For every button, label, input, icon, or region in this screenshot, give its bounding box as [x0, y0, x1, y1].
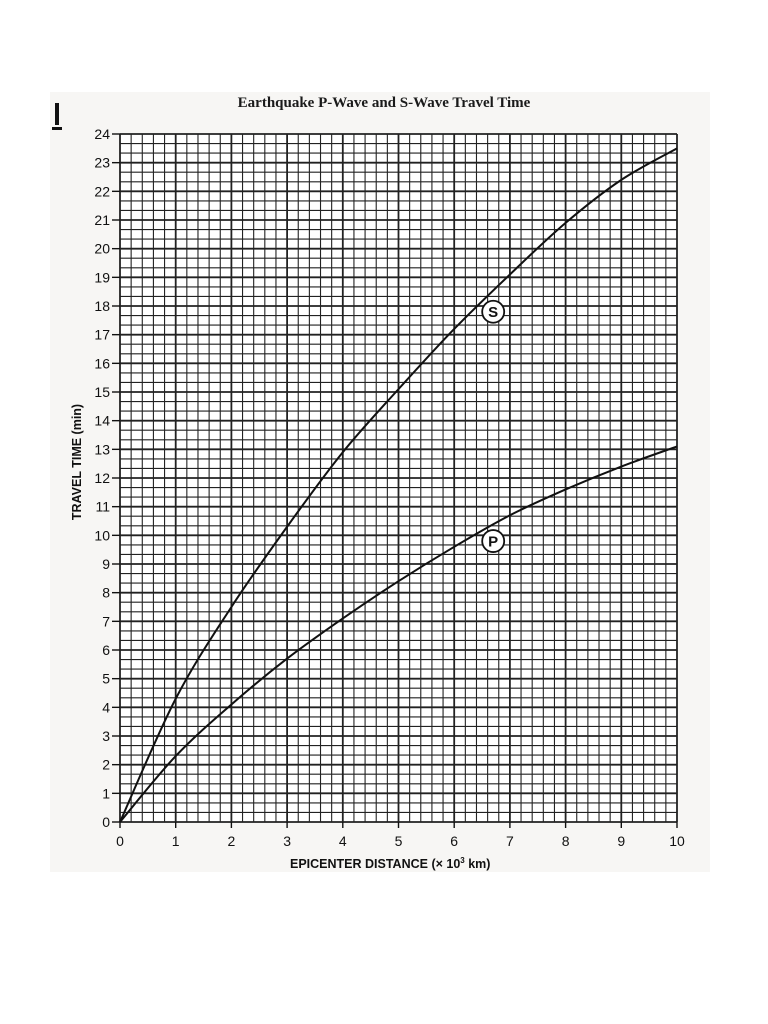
y-tick-label: 7: [102, 613, 110, 629]
curve-s-wave: [119, 147, 678, 823]
x-axis-label: EPICENTER DISTANCE (× 103 km): [290, 856, 490, 871]
y-tick-label: 5: [102, 671, 110, 687]
curve-label-s: S: [488, 304, 498, 321]
curve-label-p: P: [488, 534, 498, 551]
x-tick-label: 0: [116, 833, 124, 849]
x-tick-label: 2: [228, 833, 236, 849]
y-tick-label: 13: [94, 441, 110, 457]
x-tick-label: 9: [617, 833, 625, 849]
y-tick-label: 2: [102, 757, 110, 773]
y-tick-label: 4: [102, 699, 110, 715]
curve-p-wave: [119, 445, 678, 823]
label-circle-s: [481, 299, 506, 324]
x-axis-label-exponent: 3: [460, 856, 465, 865]
x-tick-label: 3: [283, 833, 291, 849]
y-tick-label: 19: [94, 269, 110, 285]
y-tick-label: 15: [94, 384, 110, 400]
x-tick-label: 4: [339, 833, 347, 849]
y-tick-label: 18: [94, 298, 110, 314]
y-tick-label: 17: [94, 327, 110, 343]
y-tick-label: 0: [102, 814, 110, 830]
chart-title: Earthquake P-Wave and S-Wave Travel Time: [237, 95, 531, 111]
y-tick-label: 8: [102, 585, 110, 601]
x-tick-label: 10: [669, 833, 685, 849]
y-tick-label: 21: [94, 212, 110, 228]
y-tick-label: 3: [102, 728, 110, 744]
y-tick-label: 1: [102, 785, 110, 801]
x-tick-label: 1: [172, 833, 180, 849]
margin-mark: [52, 103, 62, 130]
y-tick-label: 11: [95, 499, 110, 515]
y-tick-label: 16: [94, 355, 110, 371]
x-tick-label: 5: [395, 833, 403, 849]
y-tick-label: 12: [94, 470, 110, 486]
y-tick-label: 10: [94, 527, 110, 543]
x-tick-label: 8: [562, 833, 570, 849]
y-tick-label: 6: [102, 642, 110, 658]
y-tick-label: 22: [94, 183, 110, 199]
y-tick-label: 14: [94, 413, 110, 429]
y-tick-label: 23: [94, 155, 110, 171]
x-axis-label-main: EPICENTER DISTANCE (× 10: [290, 857, 461, 872]
x-tick-label: 6: [450, 833, 458, 849]
y-tick-label: 20: [94, 241, 110, 257]
label-circle-p: [481, 529, 506, 553]
x-tick-label: 7: [506, 833, 514, 849]
x-axis-label-unit: km): [464, 857, 491, 872]
y-tick-label: 24: [94, 126, 110, 142]
y-axis-label: TRAVEL TIME (min): [70, 403, 84, 521]
y-tick-label: 9: [102, 556, 110, 572]
